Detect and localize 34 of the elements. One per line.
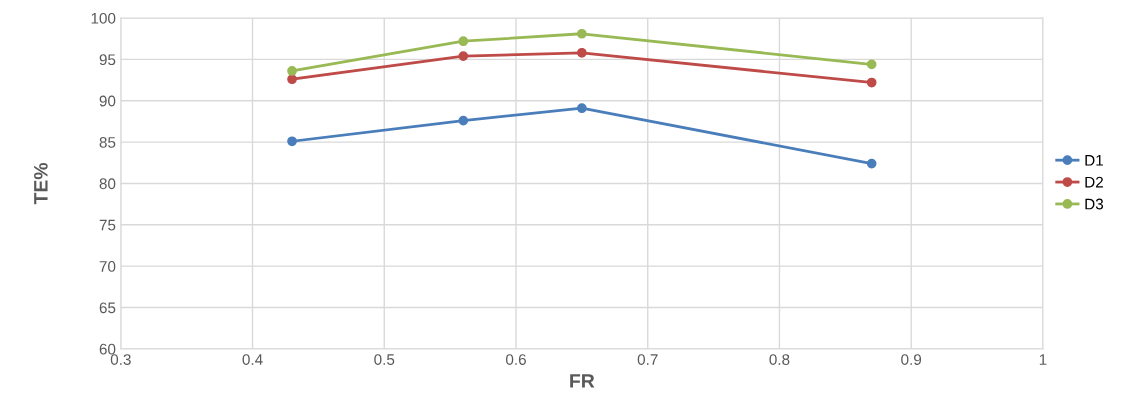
x-tick-label: 0.7 bbox=[637, 354, 658, 365]
x-tick-label: 0.9 bbox=[901, 354, 922, 365]
x-tick-label: 0.6 bbox=[505, 354, 526, 365]
legend-label: D2 bbox=[1085, 176, 1103, 188]
x-tick-label: 0.4 bbox=[242, 354, 263, 365]
point bbox=[866, 59, 877, 70]
y-tick-label: 75 bbox=[99, 219, 116, 231]
point bbox=[576, 103, 587, 114]
point bbox=[866, 77, 877, 88]
x-tick-label: 0.3 bbox=[110, 354, 131, 365]
y-tick-label: 95 bbox=[99, 54, 116, 66]
y-tick-label: 100 bbox=[91, 12, 116, 24]
point bbox=[576, 47, 587, 58]
point bbox=[458, 51, 469, 61]
point bbox=[458, 36, 469, 47]
point bbox=[287, 66, 297, 76]
x-tick-label: 0.8 bbox=[769, 354, 790, 365]
x-axis-title: FR bbox=[570, 374, 595, 388]
y-tick-label: 65 bbox=[99, 302, 116, 314]
y-tick-label: 85 bbox=[99, 136, 116, 148]
y-axis-title: TE% bbox=[34, 162, 48, 205]
y-tick-label: 60 bbox=[99, 343, 116, 355]
y-tick-label: 90 bbox=[99, 95, 116, 107]
x-tick-label: 1 bbox=[1039, 354, 1047, 365]
point bbox=[458, 115, 469, 126]
point bbox=[576, 28, 587, 39]
y-tick-label: 70 bbox=[99, 261, 116, 272]
legend-label: D1 bbox=[1085, 155, 1103, 166]
y-tick-label: 80 bbox=[99, 178, 116, 190]
point bbox=[287, 74, 297, 85]
point bbox=[287, 136, 297, 147]
point bbox=[866, 158, 877, 169]
legend-label: D3 bbox=[1085, 198, 1104, 210]
x-tick-label: 0.5 bbox=[374, 354, 395, 365]
